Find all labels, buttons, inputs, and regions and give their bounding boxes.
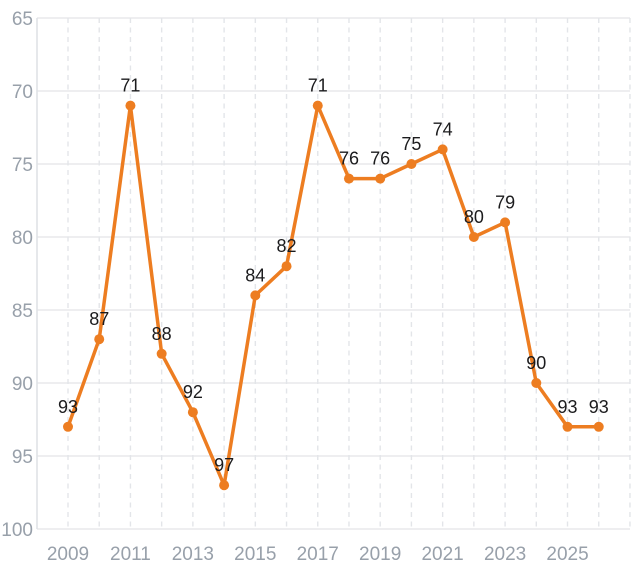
data-point-label: 90	[526, 353, 546, 373]
chart-line	[66, 103, 601, 487]
data-point	[219, 480, 230, 491]
data-point-label: 92	[183, 382, 203, 402]
data-point	[125, 100, 136, 111]
data-point	[343, 173, 354, 184]
data-point-label: 97	[214, 455, 234, 475]
data-point-label: 71	[120, 76, 140, 96]
data-point	[375, 173, 386, 184]
data-point	[250, 290, 261, 301]
data-point-label: 80	[464, 207, 484, 227]
y-axis-tick-label: 65	[12, 9, 33, 30]
x-axis-tick-label: 2009	[47, 544, 89, 565]
data-point-label: 79	[495, 192, 515, 212]
data-point-label: 76	[370, 149, 390, 169]
data-point-label: 88	[152, 324, 172, 344]
data-point-label: 84	[245, 265, 265, 285]
x-axis-tick-label: 2019	[359, 544, 401, 565]
data-point-label: 76	[339, 149, 359, 169]
data-point-label: 74	[433, 119, 453, 139]
data-point	[312, 100, 323, 111]
data-point	[437, 144, 448, 155]
data-point	[593, 421, 604, 432]
data-point-label: 93	[558, 397, 578, 417]
data-point	[531, 378, 542, 388]
x-axis-tick-label: 2011	[110, 544, 151, 565]
data-point-label: 93	[589, 397, 609, 417]
x-axis-tick-label: 2021	[421, 544, 463, 565]
x-axis-tick-label: 2017	[297, 544, 339, 565]
data-point	[281, 261, 292, 272]
y-axis-tick-label: 75	[12, 155, 33, 176]
x-axis-tick-label: 2013	[172, 544, 214, 565]
data-point	[406, 159, 417, 169]
y-axis-tick-label: 85	[12, 301, 33, 322]
y-axis-tick-label: 95	[12, 447, 33, 468]
y-axis-tick-label: 70	[12, 82, 33, 103]
data-point-label: 71	[308, 76, 328, 96]
y-axis-tick-label: 80	[12, 228, 33, 249]
y-axis-tick-label: 100	[1, 520, 33, 541]
x-axis-tick-label: 2025	[546, 544, 588, 565]
data-point	[500, 217, 511, 228]
x-axis-tick-label: 2015	[234, 544, 276, 565]
data-point	[94, 334, 105, 345]
data-point	[562, 421, 573, 432]
data-point-label: 82	[277, 236, 297, 256]
data-point	[187, 407, 198, 418]
data-point	[63, 421, 73, 432]
x-axis-tick-label: 2023	[484, 544, 526, 565]
y-axis-tick-label: 90	[12, 374, 33, 395]
data-point	[156, 348, 167, 359]
data-point-label: 75	[401, 134, 421, 154]
data-point-label: 87	[89, 309, 109, 329]
data-point-label: 93	[58, 397, 78, 417]
data-point	[468, 232, 479, 242]
